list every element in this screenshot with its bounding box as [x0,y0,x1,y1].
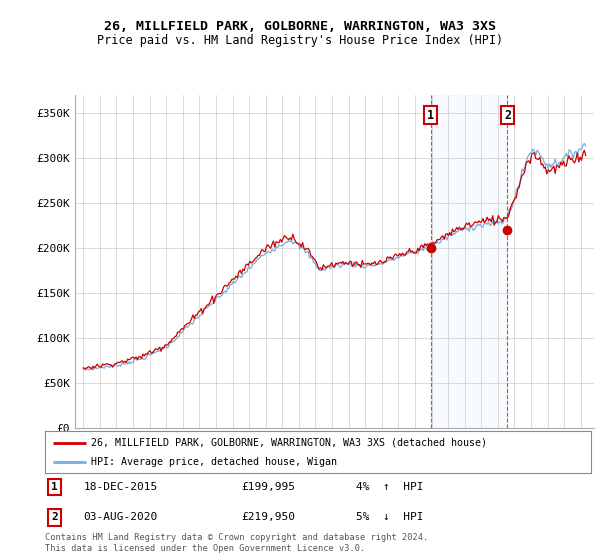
Text: 1: 1 [427,109,434,122]
Text: 1: 1 [52,482,58,492]
Text: HPI: Average price, detached house, Wigan: HPI: Average price, detached house, Wiga… [91,457,337,467]
Text: 4%  ↑  HPI: 4% ↑ HPI [356,482,424,492]
Text: £199,995: £199,995 [242,482,296,492]
Text: Contains HM Land Registry data © Crown copyright and database right 2024.
This d: Contains HM Land Registry data © Crown c… [45,533,428,553]
Bar [431,95,508,428]
Text: Price paid vs. HM Land Registry's House Price Index (HPI): Price paid vs. HM Land Registry's House … [97,34,503,46]
Text: 03-AUG-2020: 03-AUG-2020 [83,512,157,522]
Text: 5%  ↓  HPI: 5% ↓ HPI [356,512,424,522]
Text: 2: 2 [52,512,58,522]
Text: 26, MILLFIELD PARK, GOLBORNE, WARRINGTON, WA3 3XS (detached house): 26, MILLFIELD PARK, GOLBORNE, WARRINGTON… [91,437,487,447]
Text: £219,950: £219,950 [242,512,296,522]
Text: 2: 2 [504,109,511,122]
Text: 26, MILLFIELD PARK, GOLBORNE, WARRINGTON, WA3 3XS: 26, MILLFIELD PARK, GOLBORNE, WARRINGTON… [104,20,496,32]
Text: 18-DEC-2015: 18-DEC-2015 [83,482,157,492]
